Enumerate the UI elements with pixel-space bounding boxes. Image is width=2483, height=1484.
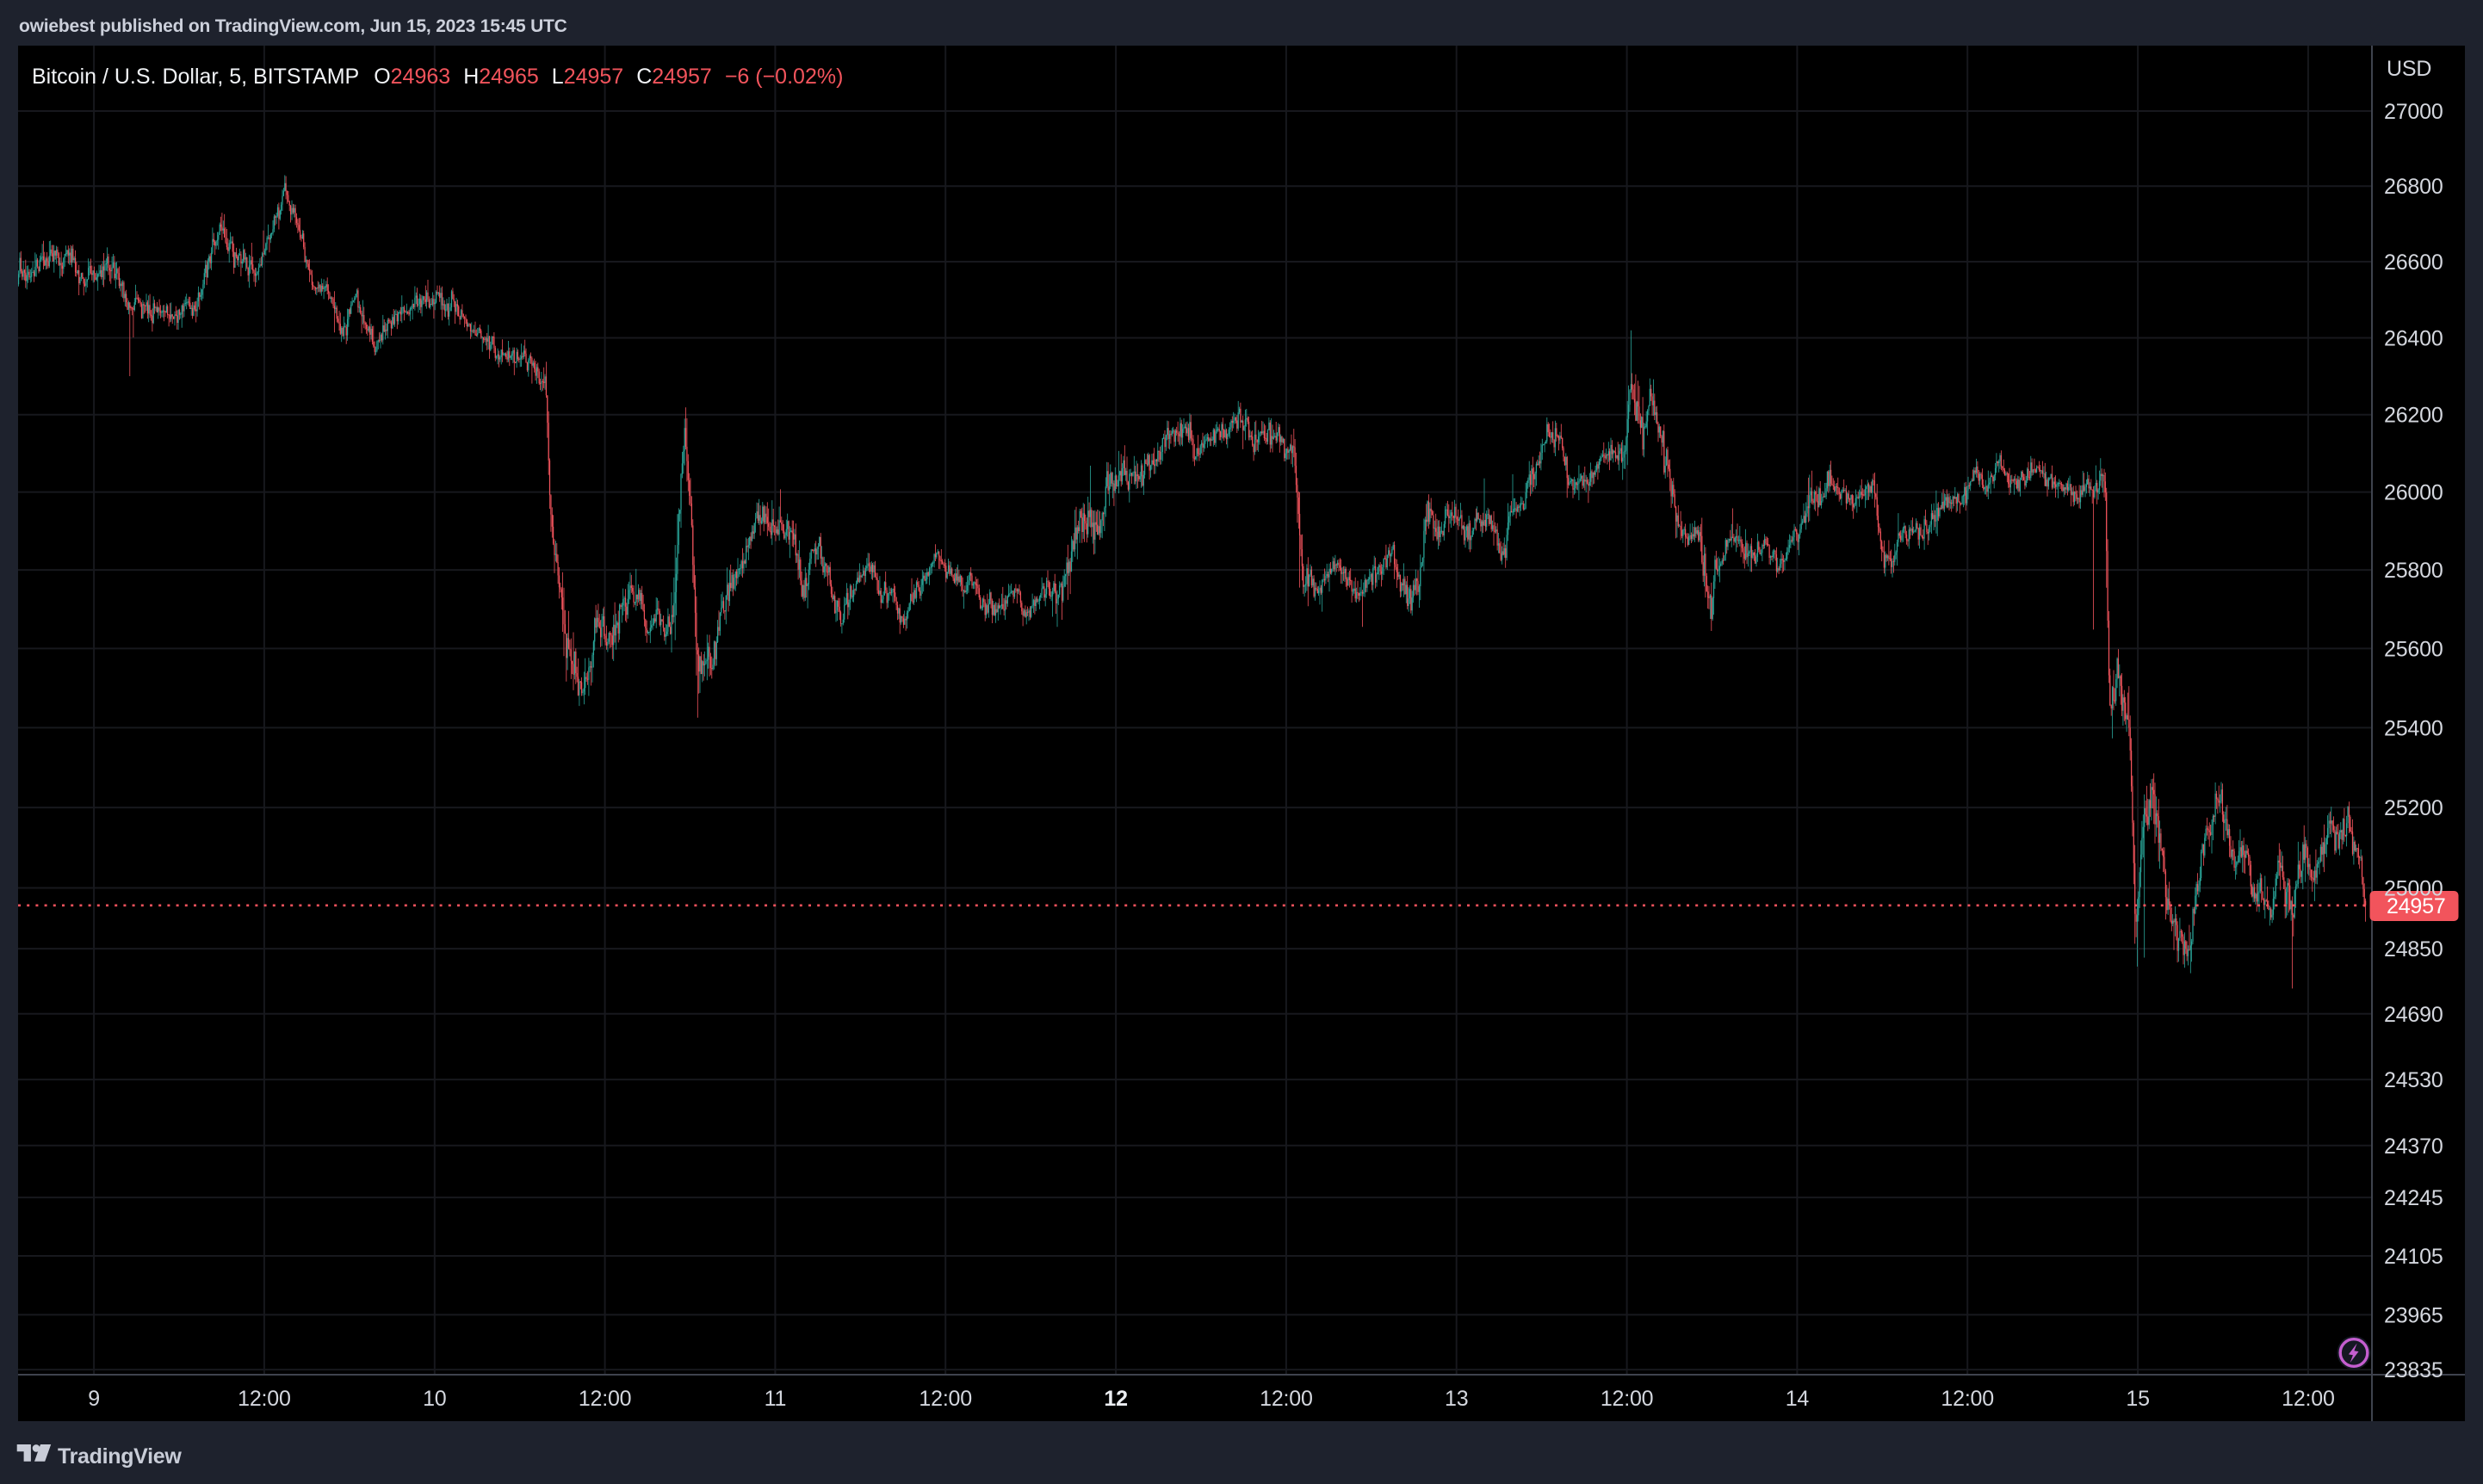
svg-text:12:00: 12:00: [1601, 1387, 1654, 1411]
svg-text:26200: 26200: [2384, 404, 2443, 428]
svg-text:25800: 25800: [2384, 559, 2443, 583]
svg-text:TradingView: TradingView: [58, 1444, 182, 1469]
svg-text:24690: 24690: [2384, 1003, 2443, 1027]
svg-text:24245: 24245: [2384, 1186, 2443, 1210]
svg-text:13: 13: [1445, 1387, 1468, 1411]
svg-text:26800: 26800: [2384, 175, 2443, 199]
svg-text:27000: 27000: [2384, 100, 2443, 124]
svg-text:Bitcoin / U.S. Dollar, 5, BITS: Bitcoin / U.S. Dollar, 5, BITSTAMP O24963…: [32, 65, 843, 89]
svg-text:25600: 25600: [2384, 637, 2443, 661]
svg-text:12:00: 12:00: [238, 1387, 291, 1411]
svg-text:12:00: 12:00: [579, 1387, 632, 1411]
svg-text:23835: 23835: [2384, 1358, 2443, 1382]
svg-text:25200: 25200: [2384, 796, 2443, 820]
svg-text:owiebest published on TradingV: owiebest published on TradingView.com, J…: [19, 16, 567, 36]
svg-text:24105: 24105: [2384, 1245, 2443, 1269]
svg-text:12: 12: [1104, 1387, 1127, 1411]
svg-text:24530: 24530: [2384, 1068, 2443, 1092]
svg-text:12:00: 12:00: [2282, 1387, 2335, 1411]
svg-text:24850: 24850: [2384, 937, 2443, 962]
svg-text:23965: 23965: [2384, 1303, 2443, 1327]
svg-text:24957: 24957: [2387, 894, 2446, 918]
svg-text:14: 14: [1786, 1387, 1810, 1411]
svg-text:26000: 26000: [2384, 481, 2443, 505]
svg-text:USD: USD: [2387, 57, 2431, 81]
svg-text:9: 9: [88, 1387, 100, 1411]
svg-text:26600: 26600: [2384, 250, 2443, 275]
svg-text:12:00: 12:00: [919, 1387, 972, 1411]
svg-text:24370: 24370: [2384, 1135, 2443, 1159]
svg-text:25000: 25000: [2384, 877, 2443, 901]
svg-text:12:00: 12:00: [1260, 1387, 1313, 1411]
svg-text:12:00: 12:00: [1941, 1387, 1994, 1411]
svg-text:10: 10: [423, 1387, 446, 1411]
svg-text:11: 11: [765, 1387, 787, 1411]
svg-text:26400: 26400: [2384, 327, 2443, 351]
svg-text:15: 15: [2126, 1387, 2149, 1411]
svg-text:25400: 25400: [2384, 716, 2443, 740]
